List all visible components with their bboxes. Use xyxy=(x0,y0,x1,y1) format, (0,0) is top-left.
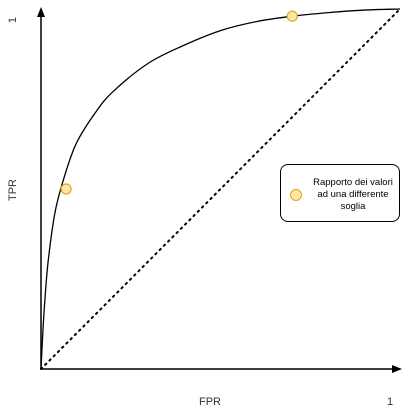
threshold-point-1 xyxy=(60,183,72,195)
x-axis-arrow-icon xyxy=(392,365,402,373)
y-axis-arrow-icon xyxy=(37,7,45,17)
diagonal-reference-line xyxy=(40,8,401,370)
x-axis-label: FPR xyxy=(199,396,221,408)
y-tick-label-max: 1 xyxy=(7,17,19,23)
legend-label: Rapporto dei valori ad una differente so… xyxy=(313,177,393,212)
x-tick-label-max: 1 xyxy=(387,396,393,408)
y-axis-label: TPR xyxy=(7,179,19,201)
threshold-point-2 xyxy=(286,10,298,22)
legend-marker-icon xyxy=(290,189,302,201)
roc-curve xyxy=(40,8,401,370)
legend: Rapporto dei valori ad una differente so… xyxy=(280,164,400,222)
